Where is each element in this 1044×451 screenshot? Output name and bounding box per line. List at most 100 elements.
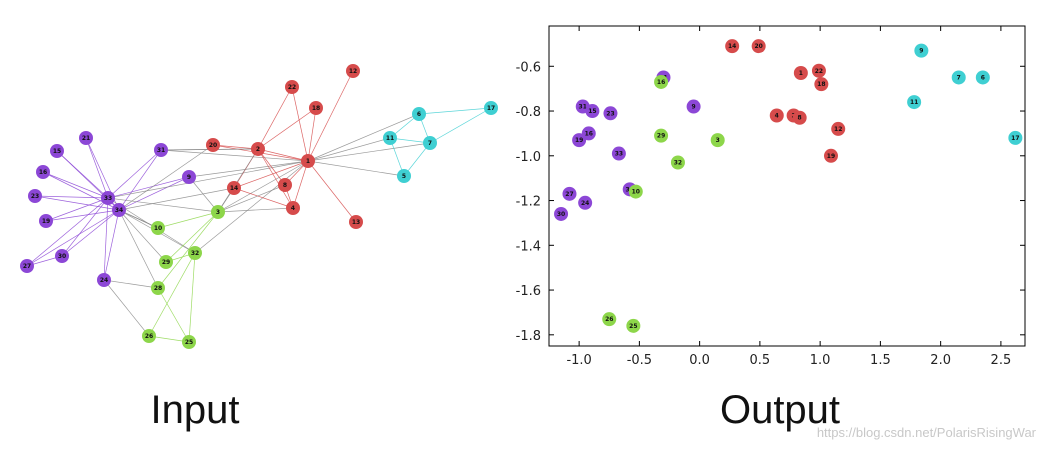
scatter-point: 4 xyxy=(769,108,784,123)
graph-edge xyxy=(429,107,492,144)
scatter-point: 1 xyxy=(793,65,808,80)
scatter-point: 7 xyxy=(951,70,966,85)
scatter-point-dot xyxy=(769,108,784,123)
scatter-point-label: 23 xyxy=(606,110,614,117)
scatter-point: 8 xyxy=(792,110,807,125)
scatter-point-dot xyxy=(792,110,807,125)
graph-node-label: 1 xyxy=(306,158,310,165)
graph-edge xyxy=(188,176,219,213)
graph-edge xyxy=(42,171,109,199)
graph-node: 18 xyxy=(309,101,323,115)
graph-node-dot xyxy=(309,101,323,115)
graph-node: 20 xyxy=(206,138,220,152)
scatter-point-label: 18 xyxy=(817,81,825,88)
graph-node-dot xyxy=(159,255,173,269)
scatter-point-dot xyxy=(823,148,838,163)
scatter-point: 20 xyxy=(751,39,766,54)
graph-edge xyxy=(217,184,286,213)
scatter-point-label: 7 xyxy=(957,74,961,81)
graph-edge xyxy=(118,209,159,229)
scatter-point-dot xyxy=(831,121,846,136)
graph-node-dot xyxy=(112,203,126,217)
graph-edge xyxy=(307,160,357,223)
graph-edge xyxy=(107,149,162,199)
graph-edge xyxy=(165,211,219,263)
graph-node-label: 34 xyxy=(115,207,123,214)
graph-node-dot xyxy=(397,169,411,183)
scatter-point: 18 xyxy=(814,77,829,92)
graph-node-dot xyxy=(154,143,168,157)
graph-node-label: 12 xyxy=(349,68,357,75)
graph-node-label: 13 xyxy=(352,219,360,226)
graph-node-label: 27 xyxy=(23,263,31,270)
scatter-point-dot xyxy=(554,206,569,221)
scatter-point-dot xyxy=(793,65,808,80)
graph-edge xyxy=(34,195,120,211)
scatter-point-dot xyxy=(572,133,587,148)
scatter-point: 15 xyxy=(585,104,600,119)
graph-node: 15 xyxy=(50,144,64,158)
scatter-point-dot xyxy=(751,39,766,54)
scatter-point: 29 xyxy=(654,128,669,143)
watermark: https://blog.csdn.net/PolarisRisingWar xyxy=(817,425,1037,440)
graph-edge xyxy=(307,107,317,162)
graph-node-dot xyxy=(151,221,165,235)
y-axis-ticks: -0.6 -0.8 -1.0 -1.2 -1.4 -1.6 -1.8 xyxy=(516,60,1025,344)
graph-node-dot xyxy=(101,191,115,205)
scatter-point-label: 15 xyxy=(588,108,596,115)
graph-edge xyxy=(257,86,293,150)
graph-node-dot xyxy=(182,335,196,349)
graph-node-dot xyxy=(211,205,225,219)
scatter-point: 6 xyxy=(975,70,990,85)
y-tick-label: -1.2 xyxy=(516,195,541,210)
scatter-point-dot xyxy=(686,99,701,114)
graph-node-label: 28 xyxy=(154,285,162,292)
scatter-point-label: 14 xyxy=(728,43,736,50)
graph-edge xyxy=(26,197,109,267)
graph-edge xyxy=(118,209,159,289)
graph-edge xyxy=(34,195,109,199)
scatter-point-label: 19 xyxy=(827,153,835,160)
graph-edge xyxy=(257,148,309,162)
graph-node-label: 10 xyxy=(154,225,162,232)
graph-node-dot xyxy=(28,189,42,203)
graph-node-label: 9 xyxy=(187,174,191,181)
graph-edge xyxy=(257,148,294,209)
graph-edge xyxy=(118,187,235,211)
graph-node-label: 23 xyxy=(31,193,39,200)
scatter-point-label: 16 xyxy=(585,130,593,137)
graph-edge xyxy=(307,137,391,162)
graph-node-label: 7 xyxy=(428,140,432,147)
graph-node-label: 24 xyxy=(100,277,108,284)
scatter-point-dot xyxy=(975,70,990,85)
graph-node-dot xyxy=(285,80,299,94)
x-tick-label: 2.5 xyxy=(991,353,1012,368)
graph-node-label: 4 xyxy=(291,205,295,212)
graph-node-label: 11 xyxy=(386,135,394,142)
scatter-point-dot xyxy=(1008,130,1023,145)
scatter-point-label: 30 xyxy=(557,211,565,218)
scatter-point-label: 27 xyxy=(565,191,573,198)
graph-node-dot xyxy=(55,249,69,263)
output-caption: Output xyxy=(720,388,840,432)
graph-node-label: 20 xyxy=(209,142,217,149)
graph-node: 31 xyxy=(154,143,168,157)
graph-edge xyxy=(148,252,196,337)
graph-node-dot xyxy=(412,107,426,121)
scatter-point: 17 xyxy=(1008,130,1023,145)
scatter-point-dot xyxy=(907,95,922,110)
scatter-point-label: 8 xyxy=(798,115,802,122)
graph-node-label: 16 xyxy=(39,169,47,176)
scatter-point-label: 11 xyxy=(910,99,918,106)
graph-node-dot xyxy=(383,131,397,145)
scatter-point-label: 24 xyxy=(581,200,589,207)
graph-node: 16 xyxy=(36,165,50,179)
graph-edge xyxy=(118,144,214,211)
graph-edge xyxy=(292,160,309,209)
scatter-point-dot xyxy=(710,133,725,148)
graph-edge xyxy=(85,137,109,199)
graph-node: 29 xyxy=(159,255,173,269)
graph-edge xyxy=(307,113,420,162)
